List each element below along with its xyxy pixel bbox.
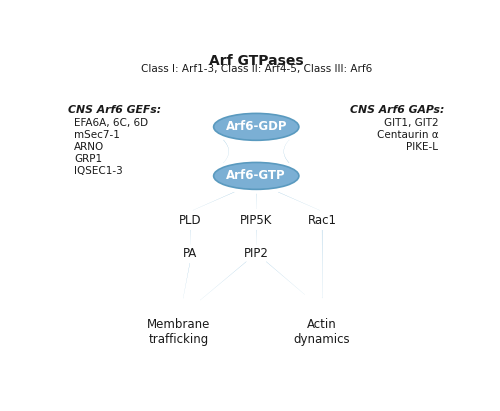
Text: Rac1: Rac1 [308, 214, 336, 227]
Text: PLD: PLD [179, 214, 202, 227]
Text: GIT1, GIT2: GIT1, GIT2 [384, 118, 438, 128]
FancyArrowPatch shape [224, 140, 229, 163]
FancyArrowPatch shape [183, 263, 190, 298]
Text: Arf6-GTP: Arf6-GTP [226, 169, 286, 182]
Text: Membrane
trafficking: Membrane trafficking [147, 318, 210, 346]
Ellipse shape [214, 113, 299, 140]
Text: Arf GTPases: Arf GTPases [209, 54, 304, 68]
Ellipse shape [214, 162, 299, 189]
Text: Centaurin α: Centaurin α [377, 130, 438, 140]
Text: PA: PA [183, 247, 198, 260]
FancyArrowPatch shape [266, 261, 304, 294]
Text: ARNO: ARNO [74, 142, 104, 152]
Text: GRP1: GRP1 [74, 154, 102, 164]
Text: CNS Arf6 GAPs:: CNS Arf6 GAPs: [350, 105, 444, 115]
Text: IQSEC1-3: IQSEC1-3 [74, 166, 123, 176]
FancyArrowPatch shape [193, 192, 234, 210]
FancyArrowPatch shape [278, 192, 320, 210]
Text: Arf6-GDP: Arf6-GDP [226, 120, 287, 133]
Text: Actin
dynamics: Actin dynamics [294, 318, 350, 346]
Text: PIP5K: PIP5K [240, 214, 272, 227]
FancyArrowPatch shape [200, 261, 246, 300]
Text: PIKE-L: PIKE-L [406, 142, 438, 152]
Text: EFA6A, 6C, 6D: EFA6A, 6C, 6D [74, 118, 148, 128]
Text: PIP2: PIP2 [244, 247, 268, 260]
Text: mSec7-1: mSec7-1 [74, 130, 120, 140]
Text: CNS Arf6 GEFs:: CNS Arf6 GEFs: [68, 105, 162, 115]
Text: Class I: Arf1-3, Class II: Arf4-5, Class III: Arf6: Class I: Arf1-3, Class II: Arf4-5, Class… [140, 64, 372, 74]
FancyArrowPatch shape [284, 140, 289, 163]
